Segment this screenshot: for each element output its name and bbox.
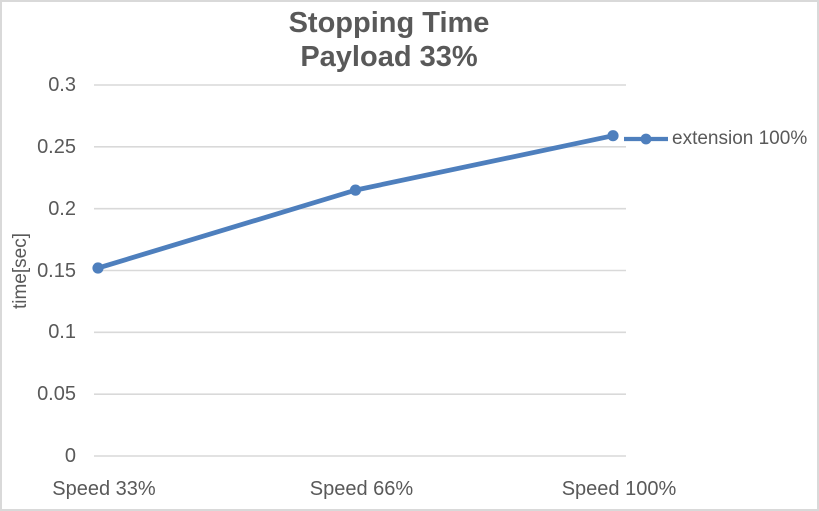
x-category-label: Speed 66% xyxy=(309,478,414,500)
x-category-label: Speed 33% xyxy=(52,478,156,500)
legend-series-label: extension 100% xyxy=(672,128,808,149)
y-tick-label: 0.1 xyxy=(48,321,76,344)
data-point-marker xyxy=(92,262,104,274)
x-category-label: Speed 100% xyxy=(561,478,677,500)
legend: extension 100% xyxy=(623,127,807,151)
y-tick-label: 0.15 xyxy=(37,259,76,282)
y-tick-label: 0.05 xyxy=(37,383,76,406)
series-line xyxy=(95,133,616,271)
y-tick-label: 0.2 xyxy=(48,197,76,220)
legend-line-marker-icon xyxy=(624,133,668,145)
y-tick-label: 0.25 xyxy=(37,135,76,158)
y-tick-label: 0.3 xyxy=(48,74,76,96)
data-point-marker xyxy=(607,130,619,142)
y-tick-label: 0 xyxy=(64,445,76,467)
data-point-marker xyxy=(349,184,362,196)
chart-title-line1: Stopping Time xyxy=(288,7,490,39)
chart-title: Stopping Time Payload 33% xyxy=(2,6,776,74)
chart-title-line2: Payload 33% xyxy=(300,41,478,73)
